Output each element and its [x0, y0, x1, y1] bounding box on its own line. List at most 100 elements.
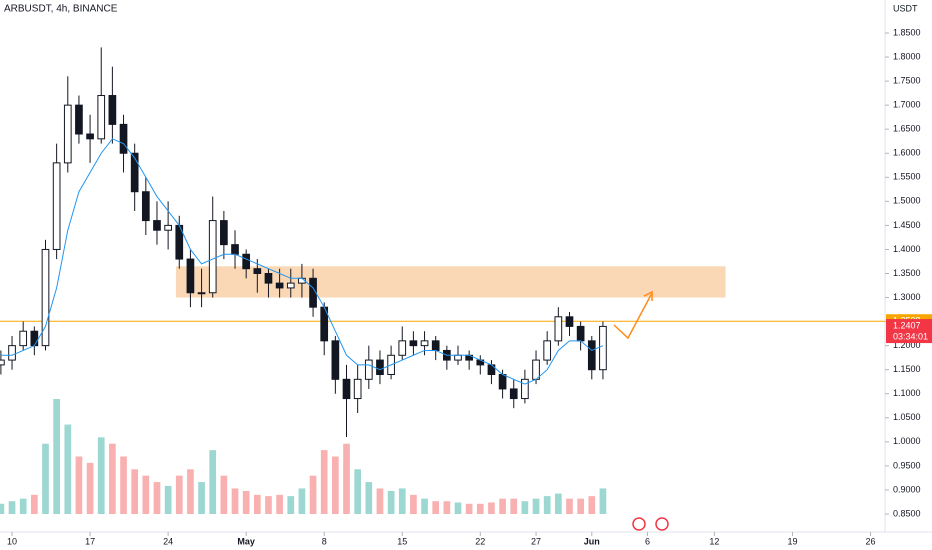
candle-body [409, 340, 418, 347]
x-tick-label: Jun [584, 536, 600, 546]
candle-body [8, 345, 16, 361]
volume-layer [0, 399, 607, 514]
volume-bar [287, 496, 295, 514]
candle-body [543, 340, 552, 361]
candle-body [509, 388, 518, 400]
y-tick-label: 1.2000 [893, 340, 921, 350]
volume-bar [332, 456, 339, 514]
event-icon[interactable] [655, 517, 669, 531]
volume-bar [276, 494, 283, 514]
candle-body [119, 123, 128, 154]
volume-bar [365, 482, 373, 514]
countdown-label: 03:34:01 [893, 331, 928, 341]
candle-body [364, 359, 373, 380]
candle-body [220, 220, 228, 246]
y-tick-label: 1.4500 [893, 220, 921, 230]
y-tick-label: 1.7500 [893, 75, 921, 85]
y-tick-label: 1.1500 [893, 364, 921, 374]
volume-bar [253, 494, 261, 514]
candle-body [164, 224, 172, 231]
volume-bar [532, 498, 540, 514]
x-tick-label: 22 [475, 536, 485, 546]
candle-body [565, 316, 574, 327]
volume-bar [53, 399, 60, 514]
candle-body [599, 325, 607, 371]
volume-bar [354, 469, 362, 514]
volume-bar [376, 488, 384, 514]
volume-bar [566, 498, 573, 514]
volume-bar [309, 475, 317, 514]
y-tick-label: 0.8500 [893, 508, 921, 518]
y-tick-label: 1.3500 [893, 268, 921, 278]
candle-body [0, 359, 5, 366]
last-price-label: 1.2407 [893, 320, 921, 330]
y-tick-label: 1.8000 [893, 51, 921, 61]
x-tick-label: 15 [397, 536, 407, 546]
y-tick-label: 1.6000 [893, 148, 921, 158]
volume-bar [554, 493, 562, 514]
event-icon[interactable] [632, 517, 646, 531]
volume-bar [298, 488, 306, 514]
volume-bar [510, 498, 518, 514]
candle-body [52, 162, 61, 250]
x-tick-label: 17 [85, 536, 95, 546]
candle-body [264, 273, 273, 284]
candle-body [376, 359, 384, 376]
volume-bar [209, 450, 217, 514]
candle-body [141, 191, 150, 222]
candle-body [30, 330, 39, 347]
volume-bar [120, 456, 127, 514]
volume-bar [465, 503, 473, 514]
volume-bar [387, 491, 395, 514]
volume-bar [320, 450, 328, 514]
volume-bar [588, 496, 596, 514]
x-tick-label: 8 [322, 536, 327, 546]
y-tick-label: 1.0000 [893, 436, 921, 446]
volume-bar [75, 456, 83, 514]
candle-body [554, 316, 563, 342]
x-tick-label: 6 [645, 536, 650, 546]
last-price-box [886, 319, 932, 344]
candle-body [153, 220, 161, 231]
candle-body [63, 104, 72, 164]
volume-bar [42, 443, 49, 514]
candle-body [86, 133, 94, 140]
volume-bar [220, 475, 228, 514]
candle-body [532, 359, 540, 380]
volume-bar [231, 488, 239, 514]
candle-body [576, 325, 585, 342]
volume-bar [454, 502, 462, 514]
volume-bar [543, 496, 551, 514]
volume-bar [164, 485, 172, 514]
volume-bar [421, 498, 428, 514]
projection-arrow [613, 292, 653, 340]
candle-body [231, 244, 239, 255]
candle-body [353, 378, 362, 400]
volume-bar [265, 496, 272, 514]
y-tick-label: 0.9500 [893, 460, 921, 470]
candle-body [41, 248, 50, 347]
candle-body [19, 330, 28, 347]
volume-bar [499, 498, 506, 514]
candle-body [521, 378, 529, 400]
x-tick-label: 10 [7, 536, 17, 546]
y-tick-label: 1.7000 [893, 100, 921, 110]
volume-bar [432, 501, 440, 514]
volume-bar [30, 494, 38, 514]
candle-body [342, 378, 351, 400]
volume-bar [410, 494, 417, 514]
ema-line [0, 138, 604, 385]
volume-bar [242, 491, 250, 514]
volume-bar [8, 501, 16, 514]
y-axis-label: USDT [893, 3, 918, 13]
x-tick-label: 19 [787, 536, 797, 546]
candle-body [286, 282, 295, 289]
price-layer [0, 47, 607, 438]
candle-body [454, 354, 462, 361]
x-tick-label: 24 [163, 536, 173, 546]
x-tick-label: 27 [531, 536, 541, 546]
volume-bar [521, 501, 529, 514]
candle-body [398, 340, 407, 356]
volume-bar [142, 475, 150, 514]
